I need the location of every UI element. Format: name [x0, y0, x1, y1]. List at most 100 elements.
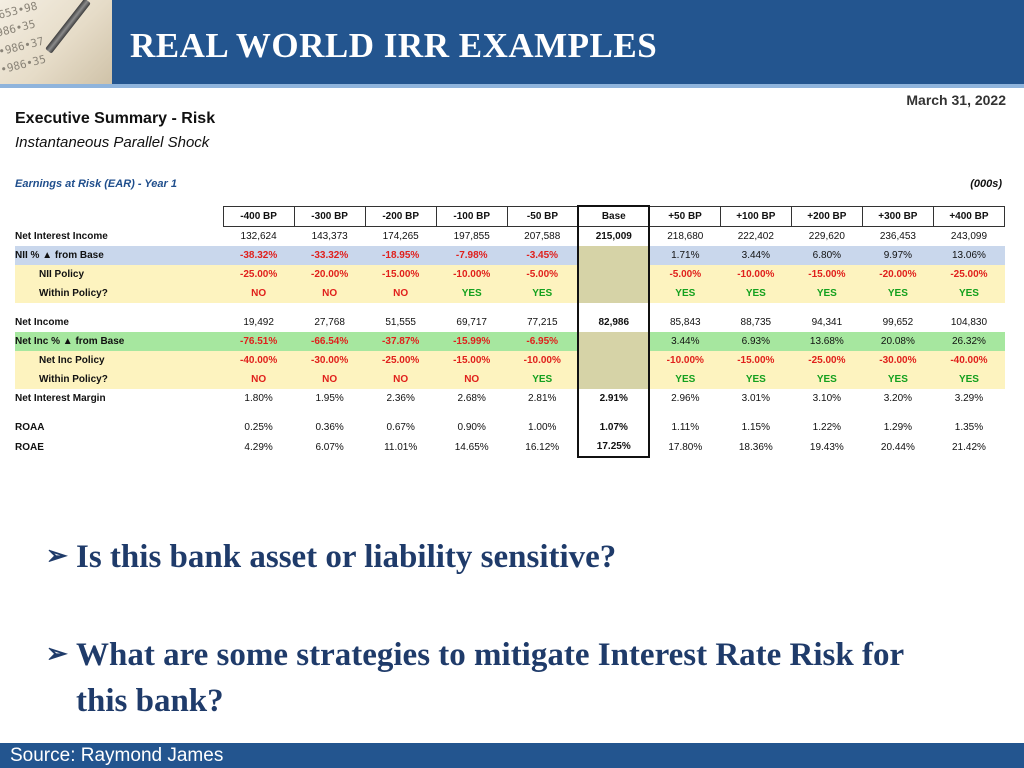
table-cell: -40.00%: [933, 351, 1005, 370]
table-cell: 2.36%: [386, 393, 415, 404]
bullet-text: Is this bank asset or liability sensitiv…: [76, 539, 617, 575]
spacer-cell: [720, 408, 791, 418]
table-cell: YES: [791, 370, 863, 389]
table-cell: -76.51%: [223, 332, 295, 351]
table-cell: 17.80%: [668, 441, 703, 453]
header-blank: [15, 206, 223, 227]
table-row: Net Interest Income 132,624 143,373 174,265…: [15, 226, 1005, 246]
spacer-cell: [294, 408, 365, 418]
column-header: +300 BP: [861, 205, 934, 227]
row-label: Within Policy?: [15, 370, 224, 389]
table-row: Net Income 19,492 27,768 51,555 69,717 77,215…: [15, 313, 1005, 332]
table-cell: 27,768: [314, 317, 345, 328]
table-cell: 20.08%: [862, 332, 934, 351]
table-cell: 19.43%: [809, 441, 844, 453]
table-cell: YES: [507, 284, 579, 303]
table-cell: -7.98%: [436, 246, 508, 265]
row-label: Net Income: [15, 317, 69, 328]
table-cell: 1.22%: [812, 422, 842, 433]
column-header: -200 BP: [364, 205, 437, 227]
table-cell: 143,373: [311, 231, 348, 242]
table-cell: 2.68%: [457, 393, 486, 404]
table-cell: -5.00%: [507, 265, 579, 284]
column-header: -50 BP: [506, 205, 579, 227]
table-cell: 17.25%: [577, 437, 651, 458]
column-header: +200 BP: [790, 205, 863, 227]
bullet-text: What are some strategies to mitigate Int…: [76, 637, 904, 719]
table-cell: 9.97%: [862, 246, 934, 265]
table-cell: -3.45%: [507, 246, 579, 265]
slide-title: REAL WORLD IRR EXAMPLES: [130, 26, 658, 65]
table-cell: 207,588: [524, 231, 561, 242]
spacer-cell: [365, 303, 436, 313]
row-label: Net Interest Margin: [15, 393, 106, 404]
table-cell: 218,680: [667, 231, 704, 242]
spacer-cell: [436, 408, 507, 418]
table-row: Net Interest Margin 1.80% 1.95% 2.36% 2.68% 2…: [15, 389, 1005, 408]
table-cell: 3.29%: [954, 393, 984, 404]
column-header: +100 BP: [719, 205, 792, 227]
table-cell: 26.32%: [933, 332, 1005, 351]
table-cell: 0.25%: [244, 422, 273, 433]
column-header: -300 BP: [293, 205, 366, 227]
table-cell: 6.07%: [315, 441, 344, 453]
spacer-cell: [365, 408, 436, 418]
spacer-cell: [933, 303, 1004, 313]
table-cell: [577, 351, 651, 370]
spacer-cell: [862, 408, 933, 418]
table-cell: 1.15%: [741, 422, 770, 433]
table-cell: -10.00%: [436, 265, 508, 284]
table-cell: 18.36%: [738, 441, 773, 453]
table-row: NII Policy -25.00% -20.00% -15.00% -10.00% -5…: [15, 265, 1005, 284]
spacer-cell: [507, 303, 578, 313]
table-cell: 132,624: [240, 231, 277, 242]
table-cell: 3.44%: [720, 246, 792, 265]
table-cell: 197,855: [453, 231, 490, 242]
spacer-cell: [577, 303, 651, 313]
table-cell: -33.32%: [294, 246, 366, 265]
table-cell: 0.36%: [315, 422, 344, 433]
row-label: ROAE: [15, 441, 44, 453]
table-cell: NO: [365, 284, 437, 303]
table-row: Within Policy? NO NO NO NO YES YES YES YES YES YES: [15, 370, 1005, 389]
table-cell: 51,555: [385, 317, 416, 328]
table-cell: -10.00%: [507, 351, 579, 370]
report-title: Executive Summary - Risk: [15, 110, 216, 127]
spacer-cell: [15, 303, 223, 313]
table-cell: 1.00%: [528, 422, 557, 433]
table-cell: -15.00%: [436, 351, 508, 370]
table-cell: 2.96%: [671, 393, 700, 404]
table-cell: 2.91%: [577, 389, 651, 408]
table-cell: 2.81%: [528, 393, 557, 404]
table-cell: -5.00%: [649, 265, 721, 284]
table-cell: 0.67%: [386, 422, 415, 433]
table-cell: YES: [933, 370, 1005, 389]
spacer-cell: [862, 303, 933, 313]
table-cell: -25.00%: [223, 265, 295, 284]
spacer-cell: [791, 408, 862, 418]
spacer-cell: [223, 408, 294, 418]
column-header: -400 BP: [222, 205, 295, 227]
table-cell: NO: [365, 370, 437, 389]
pencil-icon: [45, 0, 91, 54]
table-row: Net Inc % ▲ from Base -76.51% -66.54% -37.8…: [15, 332, 1005, 351]
table-cell: -15.00%: [365, 265, 437, 284]
table-cell: [577, 265, 651, 284]
source-bar: Source: Raymond James: [0, 743, 1024, 768]
table-header-row: -400 BP -300 BP -200 BP -100 BP -50 BP Base +5…: [15, 205, 1006, 227]
row-label: NII % ▲ from Base: [15, 246, 224, 265]
table-cell: 1.95%: [315, 393, 344, 404]
spacer-cell: [15, 408, 223, 418]
table-cell: -15.00%: [720, 351, 792, 370]
table-cell: 229,620: [808, 231, 845, 242]
row-label: Net Inc % ▲ from Base: [15, 332, 224, 351]
table-cell: NO: [223, 370, 295, 389]
table-cell: 85,843: [670, 317, 701, 328]
earnings-at-risk-table: -400 BP -300 BP -200 BP -100 BP -50 BP Base +5…: [15, 205, 1006, 458]
table-cell: 1.29%: [883, 422, 913, 433]
title-bar: [0, 0, 1024, 84]
table-row: ROAA 0.25% 0.36% 0.67% 0.90% 1.00% 1.07% 1.11% 1…: [15, 418, 1005, 437]
spacer-cell: [791, 303, 862, 313]
spacer-row: [15, 408, 1005, 418]
table-cell: 104,830: [950, 317, 988, 328]
